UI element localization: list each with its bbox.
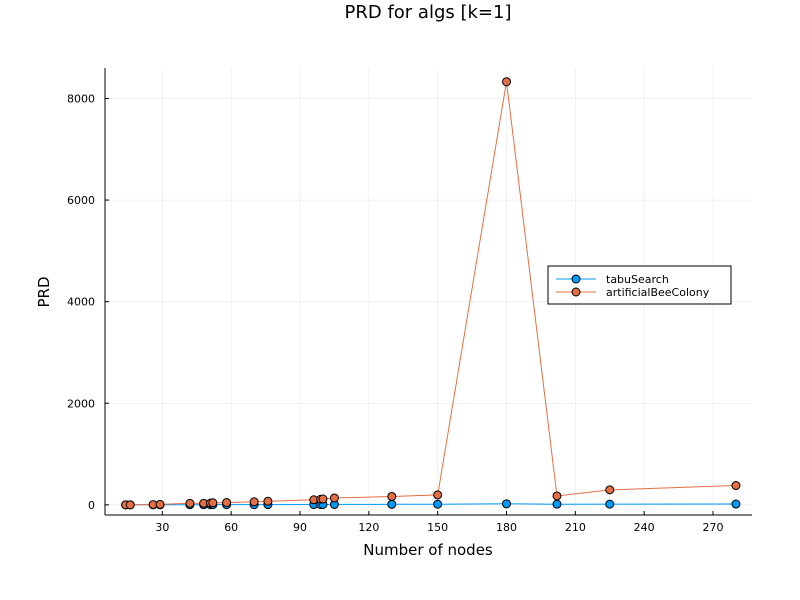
data-point (433, 499, 443, 509)
data-point (185, 498, 195, 508)
data-point (125, 500, 135, 510)
legend-label: artificialBeeColony (606, 286, 710, 299)
axes: 30 60 90 120 150 180 210 240 270 0 2000 4000 6000 800… (67, 68, 752, 534)
data-point (387, 499, 397, 509)
series-layer (121, 77, 741, 510)
x-tick-label: 60 (224, 521, 238, 534)
grid (105, 68, 752, 515)
y-tick-label: 8000 (67, 92, 95, 105)
data-point (249, 497, 259, 507)
data-point (208, 498, 218, 508)
y-tick-label: 2000 (67, 397, 95, 410)
data-point (731, 499, 741, 509)
x-tick-label: 210 (565, 521, 586, 534)
x-tick-label: 240 (634, 521, 655, 534)
chart-title: PRD for algs [k=1] (345, 2, 512, 23)
y-axis-label: PRD (35, 276, 53, 307)
data-point (502, 77, 512, 87)
x-tick-label: 120 (358, 521, 379, 534)
y-tick-label: 4000 (67, 296, 95, 309)
y-tick-label: 0 (88, 499, 95, 512)
legend-marker (571, 287, 581, 297)
data-point (605, 499, 615, 509)
data-point (329, 493, 339, 503)
x-tick-label: 90 (293, 521, 307, 534)
data-point (318, 494, 328, 504)
x-tick-label: 180 (496, 521, 517, 534)
x-tick-label: 150 (427, 521, 448, 534)
data-point (502, 499, 512, 509)
legend-marker (571, 274, 581, 284)
data-point (387, 491, 397, 501)
legend-box (547, 265, 732, 305)
y-tick-label: 6000 (67, 194, 95, 207)
data-point (552, 491, 562, 501)
data-point (552, 499, 562, 509)
data-point (155, 499, 165, 509)
x-tick-label: 30 (155, 521, 169, 534)
series-artificialBeeColony (121, 77, 741, 510)
data-point (605, 485, 615, 495)
data-point (731, 481, 741, 491)
data-point (222, 498, 232, 508)
x-tick-label: 270 (702, 521, 723, 534)
legend-label: tabuSearch (606, 273, 669, 286)
data-point (263, 496, 273, 506)
data-point (433, 490, 443, 500)
x-axis-label: Number of nodes (363, 541, 493, 559)
